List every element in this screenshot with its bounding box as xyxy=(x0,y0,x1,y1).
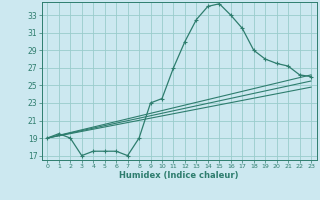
X-axis label: Humidex (Indice chaleur): Humidex (Indice chaleur) xyxy=(119,171,239,180)
